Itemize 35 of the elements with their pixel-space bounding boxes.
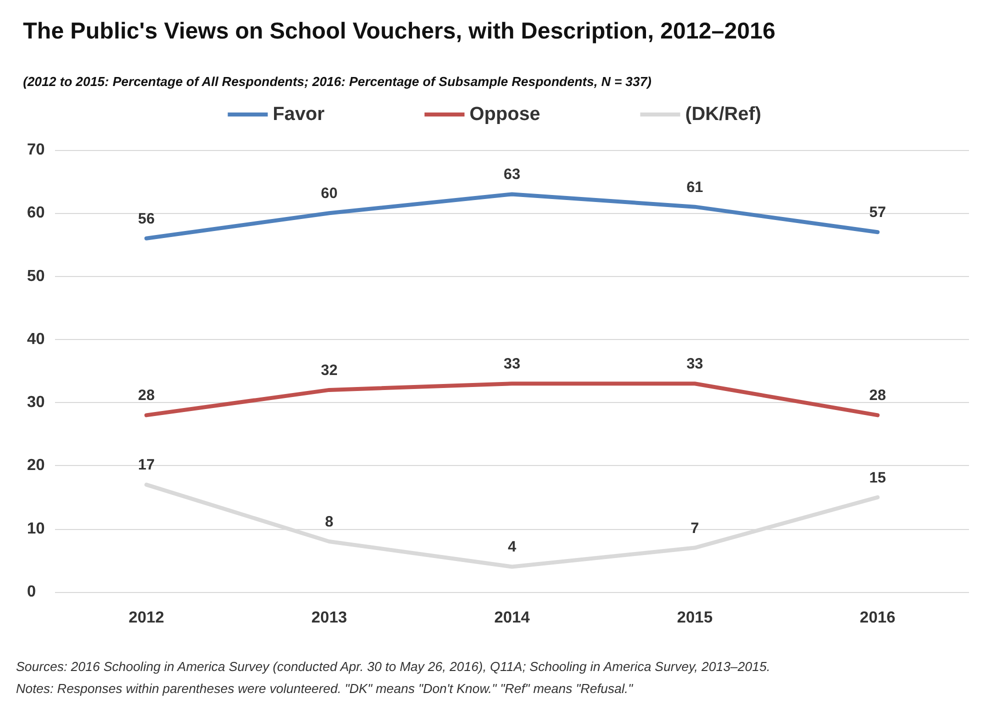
- data-label: 8: [325, 513, 334, 530]
- legend-label: Favor: [272, 104, 326, 125]
- data-label: 32: [320, 362, 338, 379]
- data-label: 15: [869, 469, 886, 486]
- x-tick-label: 2012: [128, 610, 164, 626]
- y-tick-label: 70: [27, 142, 45, 158]
- x-tick-label: 2014: [494, 610, 530, 626]
- data-label: 4: [508, 538, 517, 556]
- data-label: 57: [869, 204, 886, 222]
- source-note: Sources: 2016 Schooling in America Survey (conducted Apr. 30 to May 26, 2016), Q11A; Schooling in America Survey, 2013–2015.: [16, 659, 770, 674]
- data-label: 17: [138, 456, 155, 474]
- chart-title: The Public's Views on School Vouchers, with Description, 2012–2016: [23, 18, 776, 44]
- data-label: 63: [504, 166, 520, 184]
- data-label: 60: [320, 185, 338, 202]
- x-tick-label: 2015: [677, 610, 713, 626]
- data-label: 7: [690, 520, 699, 537]
- chart-subtitle: (2012 to 2015: Percentage of All Respondents; 2016: Percentage of Subsample Respondents, N = 337): [23, 74, 652, 89]
- y-tick-label: 50: [27, 268, 45, 285]
- data-label: 61: [686, 178, 704, 196]
- y-tick-label: 10: [27, 520, 45, 538]
- y-tick-label: 20: [27, 457, 45, 474]
- legend-label: Oppose: [470, 104, 540, 125]
- data-label: 28: [869, 387, 886, 404]
- y-tick-label: 0: [27, 584, 36, 600]
- data-label: 33: [686, 356, 704, 373]
- y-tick-label: 30: [27, 394, 45, 412]
- x-tick-label: 2016: [860, 610, 896, 626]
- data-label: 28: [138, 387, 155, 404]
- legend-label: (DK/Ref): [685, 104, 762, 125]
- data-label: 56: [138, 210, 155, 228]
- data-label: 33: [504, 356, 520, 373]
- y-tick-label: 60: [27, 204, 45, 222]
- text: Notes: Responses within parentheses were volunteered. "DK" means "Don't Know." "Ref" means "Refusal.": [16, 681, 634, 696]
- x-tick-label: 2013: [311, 610, 348, 626]
- y-tick-label: 40: [27, 330, 45, 348]
